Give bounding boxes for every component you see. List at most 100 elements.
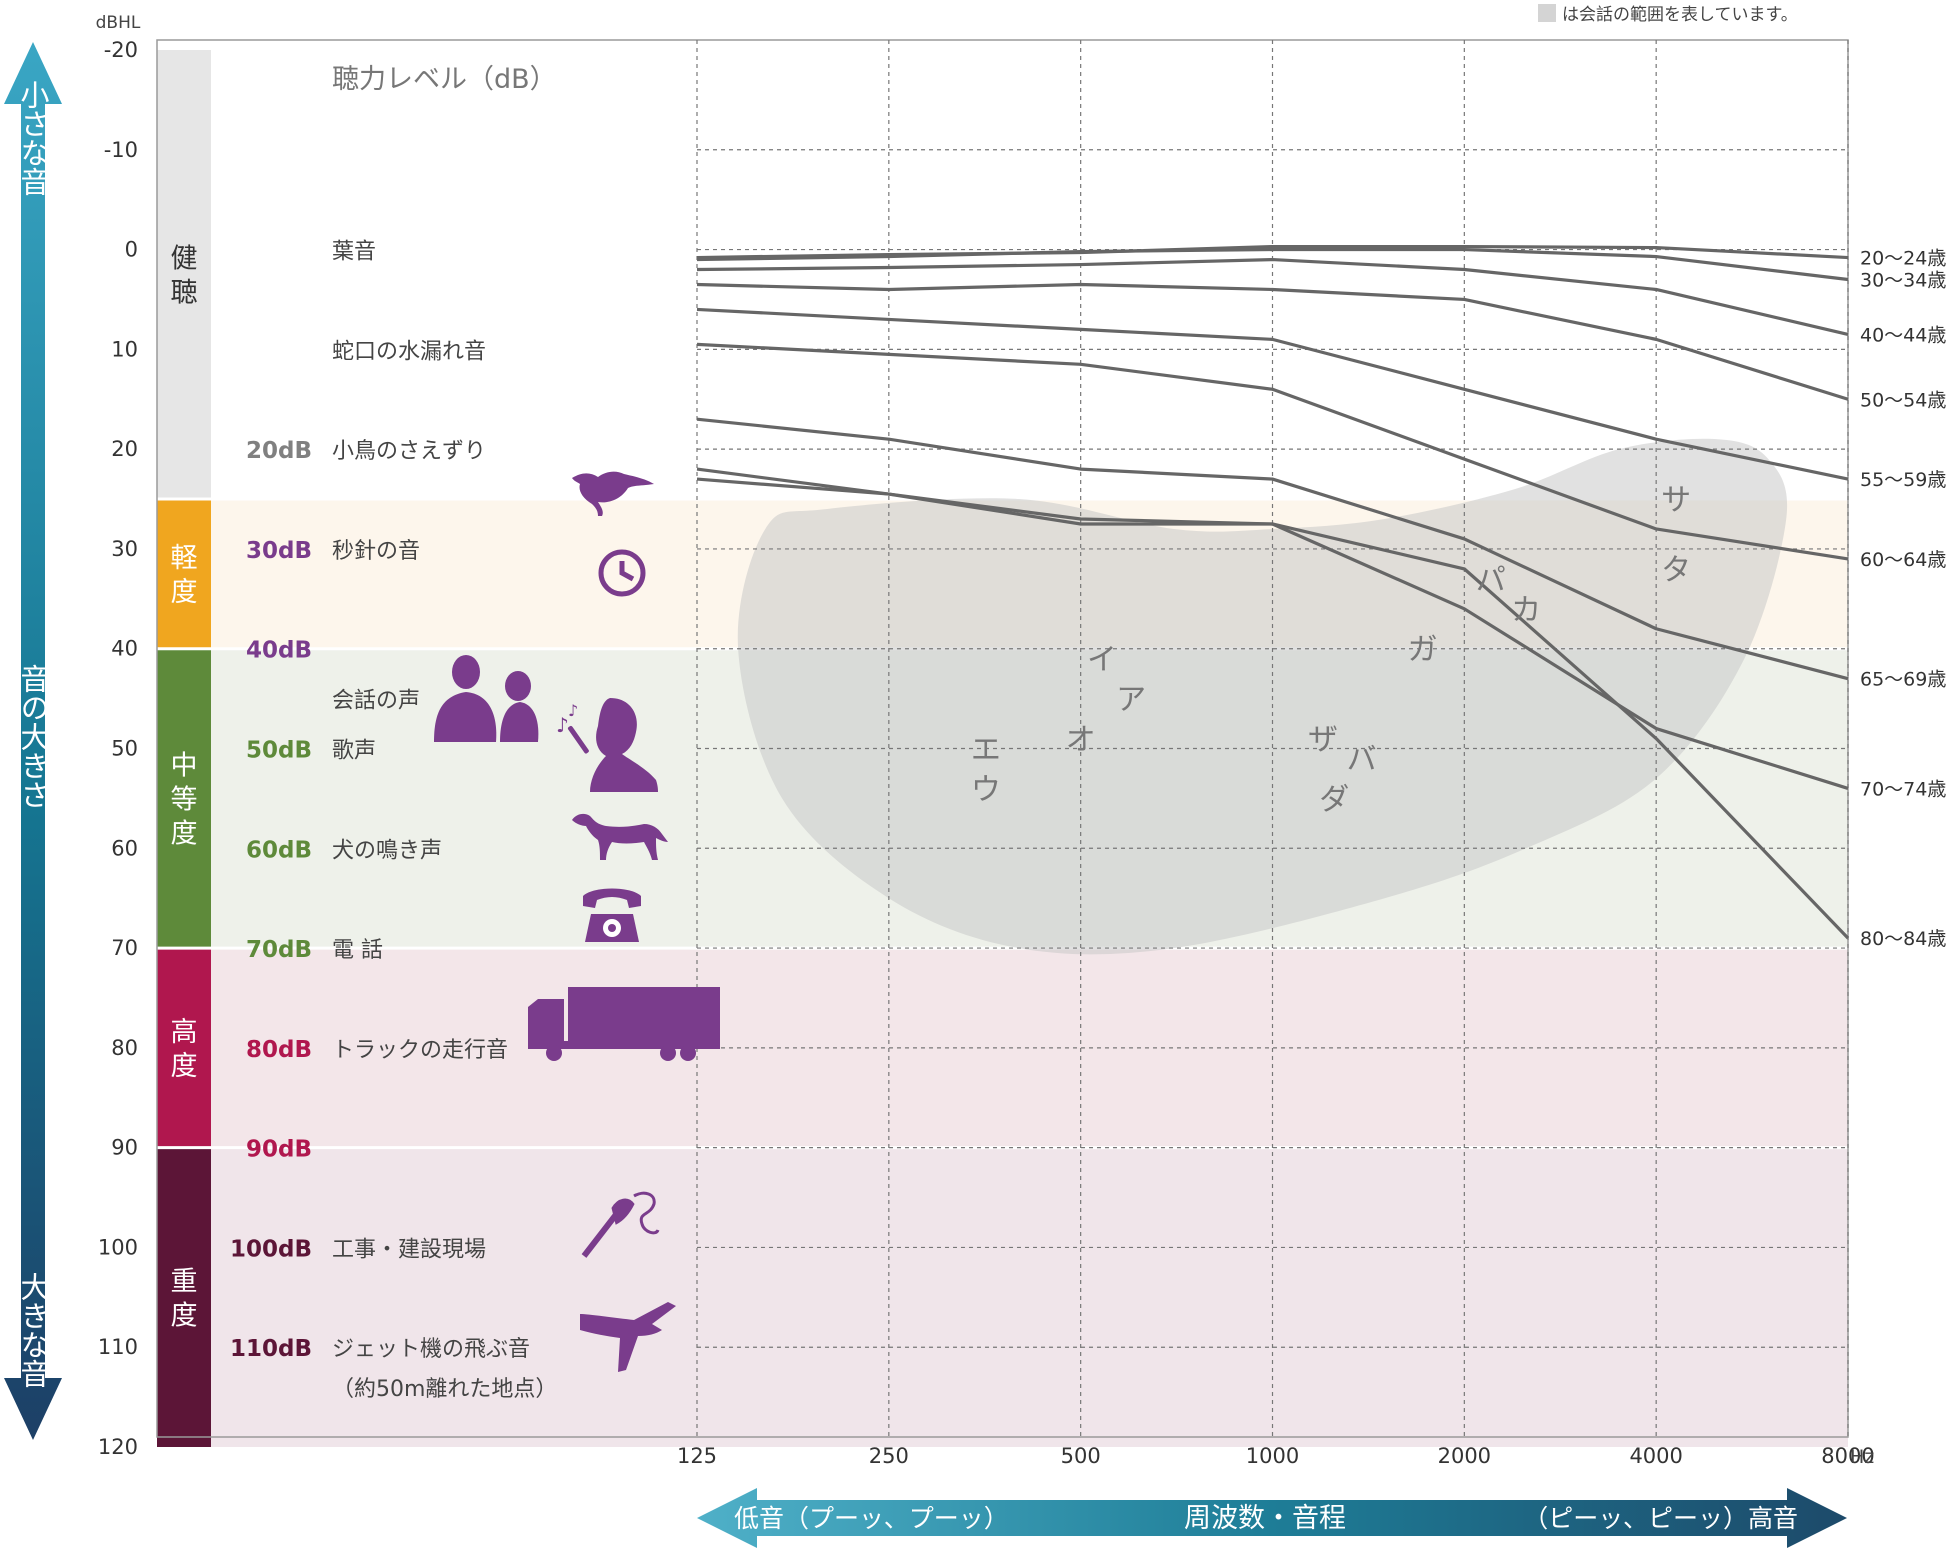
example-db-label: 30dB: [246, 538, 312, 564]
band-label-box-1: [157, 499, 211, 649]
y-tick-label: 30: [111, 537, 138, 561]
phoneme-label: エ: [971, 733, 1001, 768]
example-sound-label: 秒針の音: [332, 539, 420, 564]
band-label-char: 中: [171, 750, 198, 781]
series-line-3: [696, 282, 1849, 401]
example-sound-label: 電 話: [332, 938, 383, 963]
example-sound-label: （約50m離れた地点）: [332, 1377, 557, 1402]
phoneme-label: バ: [1347, 742, 1377, 777]
y-tick-label: 0: [125, 238, 138, 262]
band-background-0: [211, 50, 1848, 500]
phoneme-label: イ: [1087, 643, 1117, 678]
band-label-char: 度: [171, 1300, 198, 1331]
loudness-arrow: [4, 42, 62, 1440]
band-label-box-3: [157, 948, 211, 1148]
phoneme-label: ア: [1116, 683, 1146, 718]
band-label-box-0: [157, 50, 211, 500]
example-sound-label: 会話の声: [332, 689, 420, 714]
band-background-4: [211, 1147, 1848, 1447]
series-line-1: [696, 247, 1849, 282]
series-label-0: 20〜24歳: [1860, 248, 1946, 270]
singer-icon: ♪ ♪: [556, 698, 658, 792]
band-background-3: [211, 948, 1848, 1148]
series-lines: [696, 244, 1850, 940]
example-db-label: 60dB: [246, 837, 312, 863]
phoneme-label: ガ: [1408, 633, 1438, 668]
x-tick-label: 125: [677, 1444, 717, 1468]
example-sound-label: 蛇口の水漏れ音: [332, 339, 486, 364]
example-sound-label: 小鳥のさえずり: [332, 439, 486, 464]
conversation-icon: [434, 655, 539, 742]
frequency-arrow-left-label: 低音（プーッ、プーッ）: [734, 1504, 1009, 1533]
example-db-label: 20dB: [246, 438, 312, 464]
loudness-arrow-bottom-label: 大きな音: [16, 1272, 50, 1388]
band-label-char: 高: [171, 1017, 198, 1048]
x-tick-label: 4000: [1629, 1444, 1682, 1468]
chart-title: 聴力レベル（dB）: [332, 64, 557, 95]
series-line-2: [696, 257, 1849, 336]
series-line-0: [696, 244, 1849, 260]
example-db-label: 100dB: [230, 1236, 312, 1262]
series-label-8: 80〜84歳: [1860, 928, 1946, 950]
frequency-arrow-middle-label: 周波数・音程: [1184, 1503, 1346, 1534]
y-tick-label: -10: [104, 138, 138, 162]
example-db-label: 90dB: [246, 1137, 312, 1163]
series-label-3: 50〜54歳: [1860, 389, 1946, 411]
example-sound-label: 工事・建設現場: [332, 1237, 486, 1262]
example-db-label: 70dB: [246, 937, 312, 963]
band-label-box-4: [157, 1147, 211, 1447]
series-label-5: 60〜64歳: [1860, 549, 1946, 571]
example-sound-label: ジェット機の飛ぶ音: [332, 1337, 530, 1362]
band-label-char: 度: [171, 818, 198, 849]
y-tick-label: 70: [111, 936, 138, 960]
y-tick-label: 10: [111, 337, 138, 361]
band-label-char: 等: [171, 784, 198, 815]
phoneme-label: ザ: [1308, 723, 1338, 758]
x-tick-label: 8000: [1821, 1444, 1874, 1468]
series-line-5: [696, 342, 1849, 561]
dog-icon: [572, 813, 668, 860]
y-axis-unit: dBHL: [96, 13, 141, 33]
series-label-1: 30〜34歳: [1860, 270, 1946, 292]
band-label-char: 度: [171, 1051, 198, 1082]
phoneme-label: オ: [1066, 723, 1096, 758]
series-label-6: 65〜69歳: [1860, 669, 1946, 691]
phoneme-label: タ: [1661, 553, 1691, 588]
example-db-label: 110dB: [230, 1336, 312, 1362]
series-line-4: [696, 307, 1849, 481]
speech-range-legend-swatch: [1538, 4, 1556, 22]
phoneme-label: ウ: [971, 772, 1001, 807]
series-label-4: 55〜59歳: [1860, 469, 1946, 491]
series-label-2: 40〜44歳: [1860, 324, 1946, 346]
y-tick-label: 100: [98, 1235, 138, 1259]
x-tick-label: 2000: [1438, 1444, 1491, 1468]
bird-icon: [572, 471, 654, 516]
y-tick-label: 20: [111, 437, 138, 461]
phoneme-label: ダ: [1319, 782, 1349, 817]
example-sound-label: 葉音: [332, 240, 376, 265]
phoneme-label: パ: [1476, 563, 1506, 598]
example-db-label: 80dB: [246, 1037, 312, 1063]
y-tick-label: 40: [111, 637, 138, 661]
drill-icon: [581, 1191, 660, 1258]
y-tick-label: 80: [111, 1036, 138, 1060]
example-sound-label: 歌声: [332, 739, 376, 764]
band-label-char: 聴: [171, 278, 198, 309]
x-tick-label: 250: [869, 1444, 909, 1468]
frequency-arrow-right-label: （ピーッ、ピーッ）高音: [1523, 1504, 1798, 1533]
clock-icon: [598, 549, 646, 597]
band-label-char: 軽: [171, 543, 198, 574]
svg-text:♪: ♪: [568, 701, 578, 720]
example-sound-label: 犬の鳴き声: [332, 838, 442, 863]
band-label-box-2: [157, 648, 211, 949]
y-tick-label: 60: [111, 836, 138, 860]
frequency-arrow: [697, 1488, 1847, 1548]
series-label-7: 70〜74歳: [1860, 778, 1946, 800]
y-axis-ticks: -20 -10 0 10 20 30 40 50 60 70 80 90 100 110 120: [98, 38, 138, 1459]
band-label-char: 健: [171, 244, 198, 275]
